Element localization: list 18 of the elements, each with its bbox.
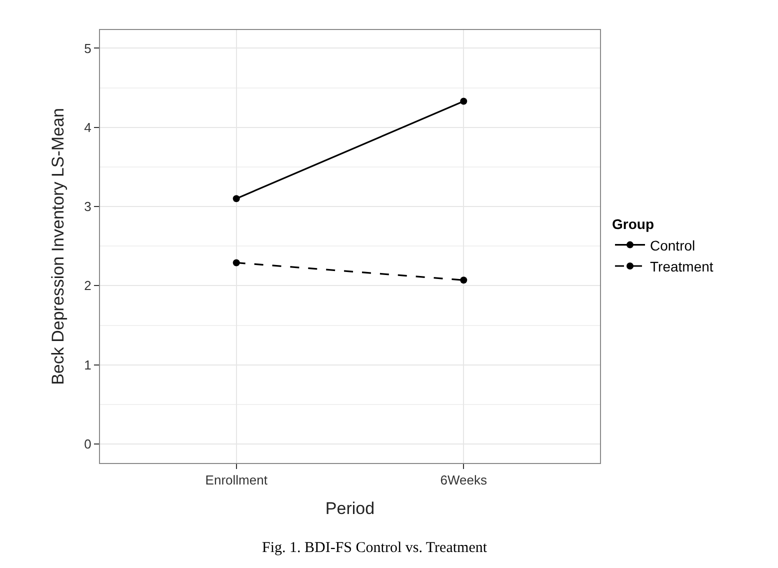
y-tick-label: 1 <box>84 357 92 372</box>
y-tick-label: 0 <box>84 436 92 452</box>
legend-label: Control <box>650 237 696 254</box>
legend-label: Treatment <box>650 258 714 274</box>
y-tick-label: 3 <box>84 199 92 214</box>
point <box>232 259 240 266</box>
point <box>232 195 240 202</box>
x-tick-label: Enrollment <box>205 472 268 488</box>
point <box>460 98 468 105</box>
caption: Fig. 1. BDI-FS Control vs. Treatment <box>262 540 488 556</box>
x-axis-title: Period <box>325 499 375 518</box>
legend-title: Group <box>612 216 654 232</box>
y-tick-label: 4 <box>84 120 92 135</box>
y-axis-title: Beck Depression Inventory LS-Mean <box>48 108 68 385</box>
y-tick-label: 2 <box>84 278 92 294</box>
x-tick-label: 6Weeks <box>440 472 488 488</box>
y-tick-label: 5 <box>84 40 92 56</box>
point <box>460 276 468 284</box>
